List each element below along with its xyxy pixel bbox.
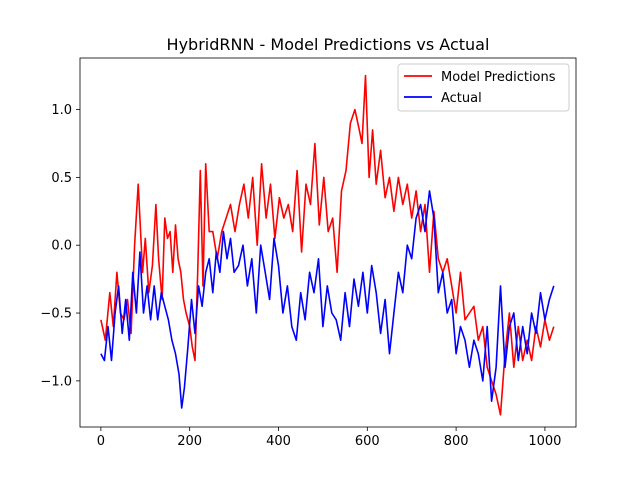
legend: Model Predictions Actual — [397, 63, 570, 112]
y-tick-label: −1.0 — [40, 374, 72, 389]
x-tick-label: 200 — [177, 434, 202, 449]
series-line-actual — [100, 190, 555, 409]
axes-frame — [79, 57, 577, 428]
chart-title: HybridRNN - Model Predictions vs Actual — [167, 35, 490, 54]
axis-ticks: 0 200 400 600 800 1000 −1.0 −0.5 0.0 0.5 1.0 — [40, 103, 561, 449]
series-line-model-predictions — [100, 74, 555, 416]
x-tick-label: 1000 — [528, 434, 561, 449]
legend-box — [397, 63, 570, 112]
y-tick-label: 0.5 — [51, 171, 72, 186]
plot-area — [100, 74, 555, 416]
y-tick-label: −0.5 — [40, 307, 72, 322]
legend-label-actual: Actual — [441, 91, 482, 106]
y-tick-label: 1.0 — [51, 103, 72, 118]
x-tick-label: 800 — [444, 434, 469, 449]
x-tick-label: 600 — [355, 434, 380, 449]
legend-label-model-predictions: Model Predictions — [441, 70, 556, 85]
y-tick-label: 0.0 — [51, 239, 72, 254]
x-tick-label: 0 — [97, 434, 105, 449]
x-tick-label: 400 — [266, 434, 291, 449]
